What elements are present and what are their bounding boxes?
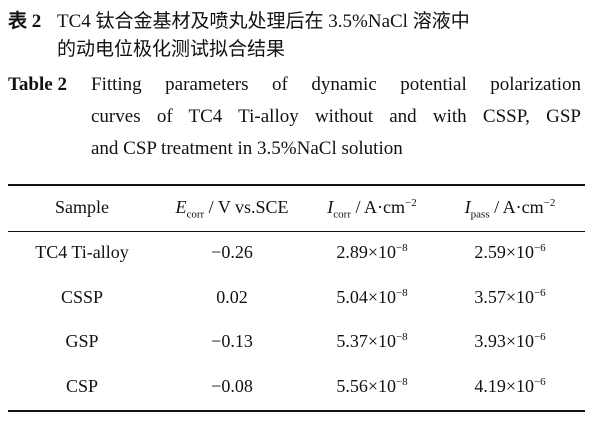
symbol: E — [175, 197, 187, 217]
table-cell: 2.59×10−6 — [474, 242, 545, 263]
header-cell: Sample — [55, 197, 109, 218]
cell-text: / V vs.SCE — [204, 197, 289, 217]
table-cell: 4.19×10−6 — [474, 376, 545, 397]
cell-text: / A·cm — [489, 197, 544, 217]
header-cell: Ipass / A·cm−2 — [465, 197, 556, 221]
en-caption: curves of TC4 Ti-alloy without and with … — [91, 106, 581, 127]
cell-text: CSP — [65, 376, 99, 396]
superscript: −2 — [543, 197, 556, 209]
cell-text: −0.13 — [211, 331, 253, 351]
table-cell: 3.57×10−6 — [474, 287, 545, 308]
superscript: −8 — [395, 242, 408, 254]
cell-text: −0.08 — [211, 376, 253, 396]
cell-text: CSSP — [60, 287, 104, 307]
top-rule — [8, 184, 585, 186]
cell-text: 4.19×10 — [474, 376, 534, 396]
table-cell: −0.08 — [211, 376, 253, 397]
superscript: −8 — [395, 331, 408, 343]
superscript: −2 — [405, 197, 417, 209]
table-cell: −0.26 — [211, 242, 253, 263]
bottom-rule — [8, 410, 585, 412]
superscript: −6 — [533, 376, 546, 388]
en-label: Table 2 — [8, 74, 67, 95]
symbol: I — [464, 197, 471, 217]
cell-text: Sample — [55, 197, 109, 217]
en-caption: Fitting parameters of dynamic potential … — [91, 74, 581, 95]
cell-text: 5.04×10 — [336, 287, 396, 307]
cell-text: 2.59×10 — [474, 242, 534, 262]
cell-text: / A·cm — [351, 197, 406, 217]
table-cell: 5.37×10−8 — [336, 331, 407, 352]
superscript: −8 — [395, 376, 408, 388]
superscript: −6 — [533, 331, 546, 343]
cell-text: 5.37×10 — [336, 331, 396, 351]
table-cell: 5.56×10−8 — [336, 376, 407, 397]
cell-text: 3.57×10 — [474, 287, 534, 307]
table-cell: 0.02 — [216, 287, 248, 308]
table-cell: 3.93×10−6 — [474, 331, 545, 352]
cell-text: 2.89×10 — [336, 242, 396, 262]
mid-rule — [8, 231, 585, 232]
table-cell: CSP — [66, 376, 98, 397]
superscript: −8 — [395, 287, 408, 299]
en-caption: and CSP treatment in 3.5%NaCl solution — [91, 138, 403, 159]
cell-text: 0.02 — [216, 287, 248, 307]
cell-text: TC4 Ti-alloy — [35, 242, 129, 262]
symbol: I — [327, 197, 334, 217]
cell-text: GSP — [65, 331, 99, 351]
table-cell: TC4 Ti-alloy — [35, 242, 129, 263]
cell-text: 5.56×10 — [336, 376, 396, 396]
table-cell: CSSP — [61, 287, 103, 308]
subscript: pass — [470, 208, 490, 221]
table-cell: 2.89×10−8 — [336, 242, 407, 263]
header-cell: Ecorr / V vs.SCE — [175, 197, 288, 221]
table-cell: GSP — [65, 331, 98, 352]
cn-caption: 的动电位极化测试拟合结果 — [57, 39, 286, 60]
table-cell: 5.04×10−8 — [336, 287, 407, 308]
table-cell: −0.13 — [211, 331, 253, 352]
subscript: corr — [333, 208, 351, 221]
superscript: −6 — [533, 287, 546, 299]
superscript: −6 — [533, 242, 546, 254]
subscript: corr — [186, 208, 205, 221]
cn-caption: TC4 钛合金基材及喷丸处理后在 3.5%NaCl 溶液中 — [57, 11, 470, 32]
header-cell: Icorr / A·cm−2 — [327, 197, 416, 221]
cell-text: 3.93×10 — [474, 331, 534, 351]
cell-text: −0.26 — [211, 242, 253, 262]
cn-label: 表 2 — [8, 11, 42, 32]
